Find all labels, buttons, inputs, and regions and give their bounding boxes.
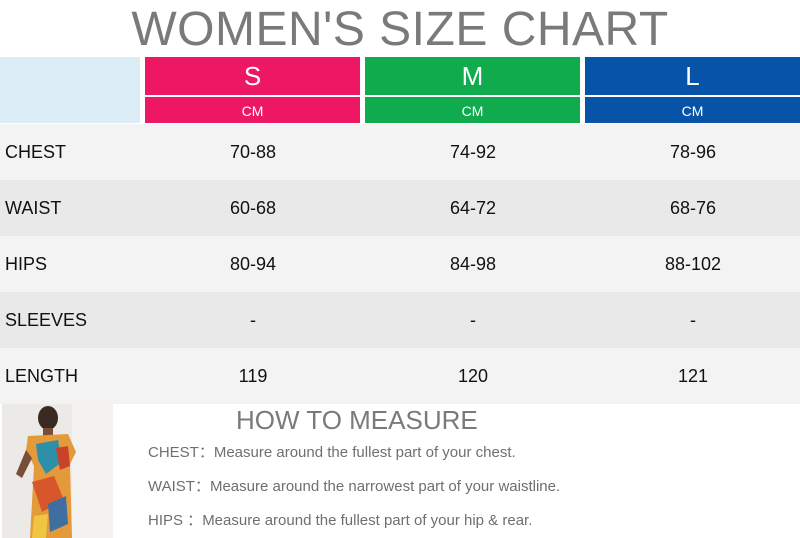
table-row: CHEST 70-88 74-92 78-96 [0,124,800,180]
table-row: WAIST 60-68 64-72 68-76 [0,180,800,236]
measure-note-label: WAIST： [148,478,210,495]
model-photo-icon [2,404,113,538]
row-label: CHEST [5,142,67,162]
table-cell: 60-68 [229,198,277,218]
table-row: SLEEVES - - - [0,292,800,348]
table-cell: 120 [457,366,489,386]
measure-note-hips: HIPS ：Measure around the fullest part of… [148,511,532,531]
row-label: HIPS [5,254,48,274]
size-m-unit: CM [365,97,580,123]
row-label: LENGTH [5,366,79,386]
table-cell: 68-76 [669,198,717,218]
table-cell: 80-94 [229,254,277,274]
row-label: SLEEVES [5,310,88,330]
table-cell: 121 [677,366,709,386]
measure-note-chest: CHEST：Measure around the fullest part of… [148,443,516,463]
table-cell: - [250,310,256,330]
measure-note-text: Measure around the narrowest part of you… [209,478,561,495]
table-cell: 88-102 [664,254,722,274]
table-cell: 70-88 [229,142,277,162]
page-title: WOMEN'S SIZE CHART [131,3,669,56]
measure-note-label: HIPS ： [148,512,203,529]
table-row: HIPS 80-94 84-98 88-102 [0,236,800,292]
measure-note-text: Measure around the fullest part of your … [202,512,533,529]
size-s-unit: CM [145,97,360,123]
table-cell: 119 [238,366,268,386]
how-to-measure-title: HOW TO MEASURE [236,405,478,435]
header-corner [0,57,140,123]
size-l-unit: CM [585,97,800,123]
table-cell: 84-98 [449,254,497,274]
measure-note-waist: WAIST：Measure around the narrowest part … [148,477,560,497]
row-label: WAIST [5,198,62,218]
table-cell: 64-72 [449,198,497,218]
table-cell: 74-92 [449,142,497,162]
measure-note-label: CHEST： [148,444,214,461]
measure-note-text: Measure around the fullest part of your … [213,444,516,461]
table-cell: - [690,310,696,330]
size-s-header: S [145,57,360,95]
model-photo [2,404,113,538]
size-l-header: L [585,57,800,95]
table-row: LENGTH 119 120 121 [0,348,800,404]
table-cell: - [470,310,476,330]
table-cell: 78-96 [669,142,717,162]
size-m-header: M [365,57,580,95]
